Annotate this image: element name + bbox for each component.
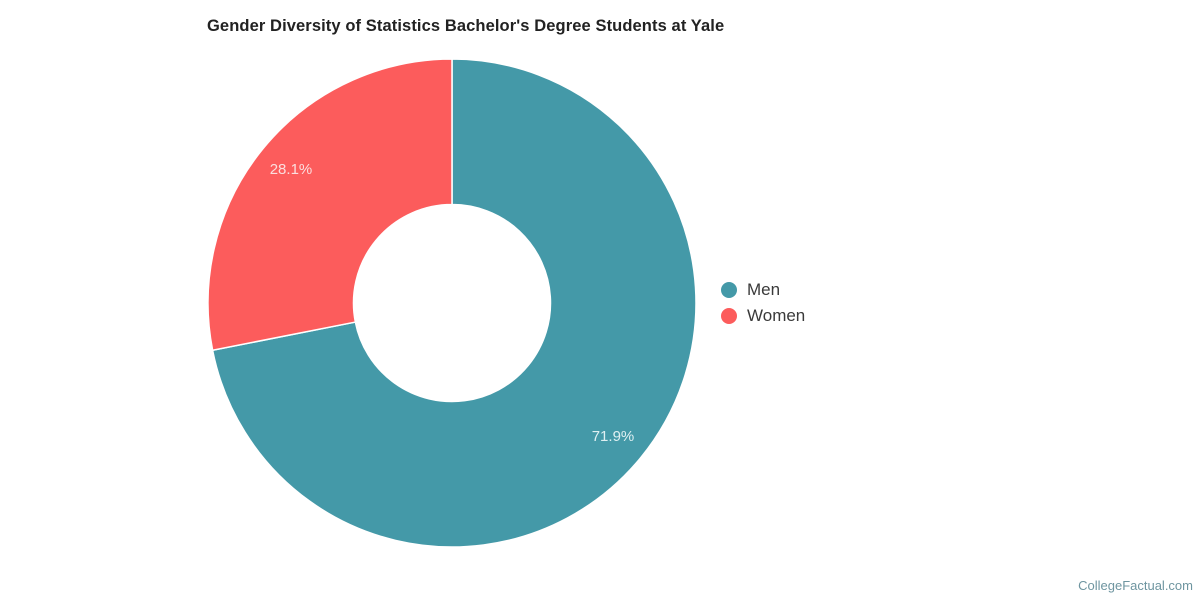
svg-text:28.1%: 28.1% <box>270 161 313 178</box>
svg-text:71.9%: 71.9% <box>592 428 635 445</box>
